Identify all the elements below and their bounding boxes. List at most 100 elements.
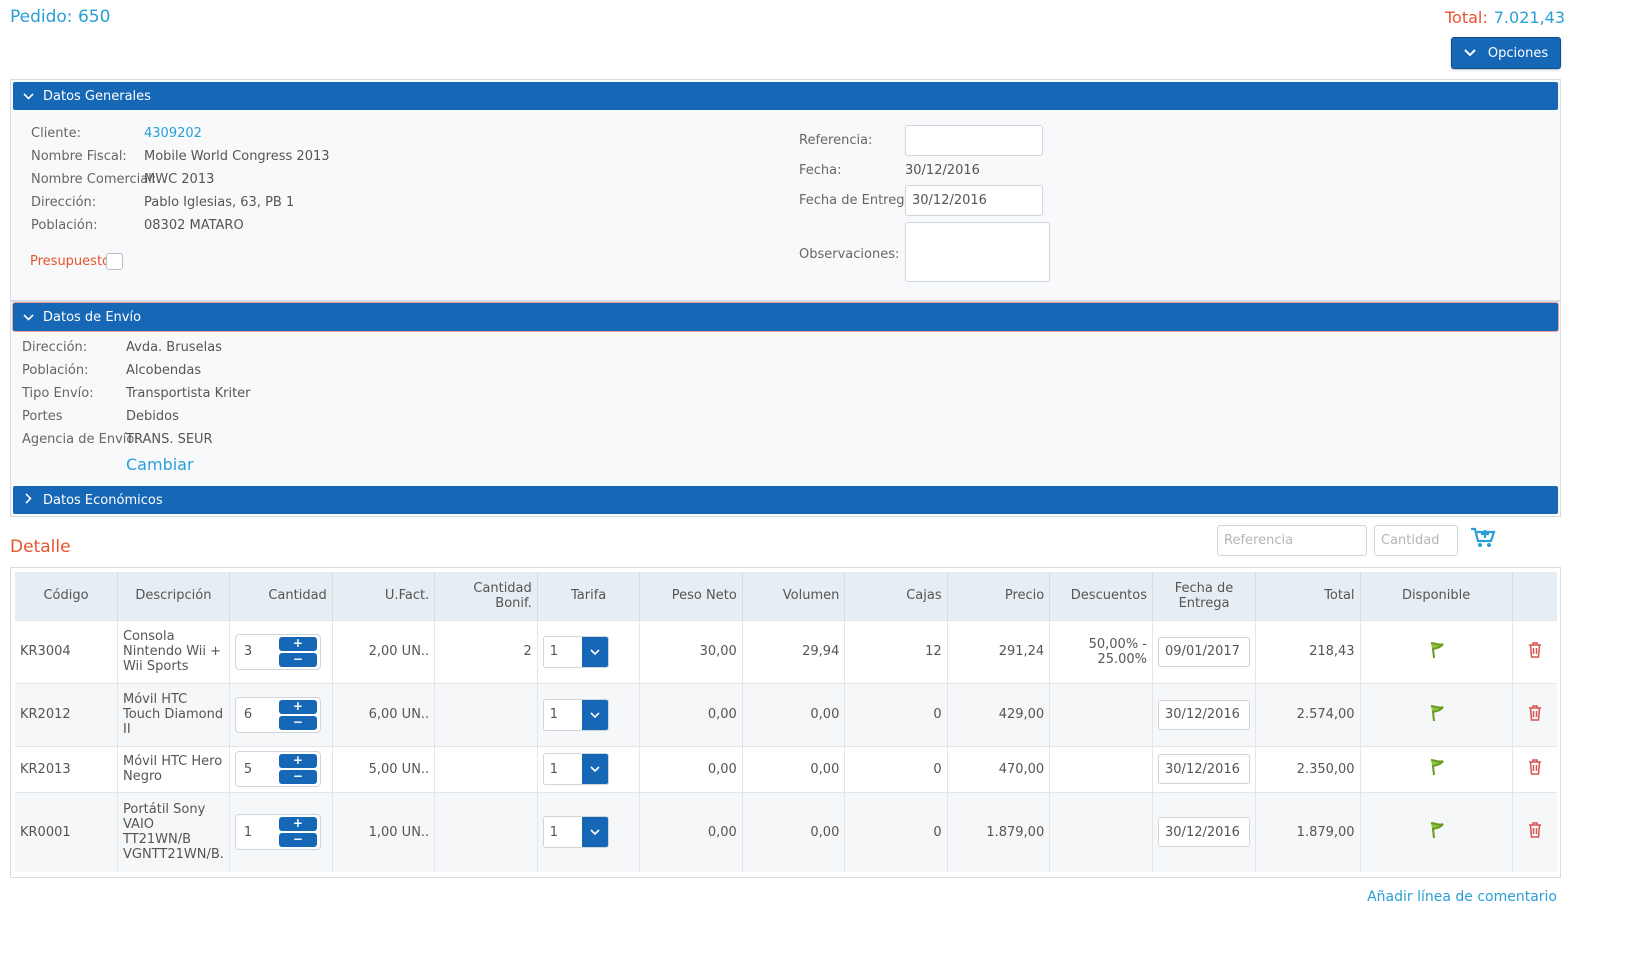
poblacion-label: Población: xyxy=(31,218,98,233)
envio-direccion-label: Dirección: xyxy=(22,340,88,355)
row-bonif xyxy=(434,791,538,872)
fecha-entrega-label: Fecha de Entrega: xyxy=(799,193,917,208)
tipo-envio-label: Tipo Envío: xyxy=(22,386,94,401)
options-button[interactable]: Opciones xyxy=(1451,37,1561,69)
referencia-input[interactable] xyxy=(905,125,1043,156)
datos-generales-header[interactable]: Datos Generales xyxy=(13,82,1558,110)
poblacion-value: 08302 MATARO xyxy=(144,218,244,233)
col-total[interactable]: Total xyxy=(1255,572,1361,620)
col-fecha-entrega[interactable]: Fecha de Entrega xyxy=(1152,572,1257,620)
tarifa-select[interactable]: 1 xyxy=(542,698,609,731)
increment-button[interactable]: + xyxy=(278,636,317,651)
decrement-button[interactable]: − xyxy=(278,770,317,784)
tarifa-select[interactable]: 1 xyxy=(542,753,609,785)
nombre-comercial-label: Nombre Comercial: xyxy=(31,172,157,187)
tarifa-select[interactable]: 1 xyxy=(542,816,609,849)
col-peso-neto[interactable]: Peso Neto xyxy=(639,572,743,620)
col-descuentos[interactable]: Descuentos xyxy=(1049,572,1154,620)
cliente-label: Cliente: xyxy=(31,126,82,141)
presupuesto-checkbox[interactable] xyxy=(106,253,123,270)
row-fecha-input[interactable]: 09/01/2017 xyxy=(1158,636,1251,667)
row-delete-cell xyxy=(1512,619,1557,683)
col-ufact[interactable]: U.Fact. xyxy=(332,572,436,620)
chevron-down-icon xyxy=(581,817,608,848)
agencia-envio-label: Agencia de Envío: xyxy=(22,432,139,447)
portes-value: Debidos xyxy=(126,409,179,424)
row-peso: 30,00 xyxy=(639,619,743,683)
row-precio: 291,24 xyxy=(947,619,1051,683)
datos-economicos-header[interactable]: Datos Económicos xyxy=(13,486,1558,514)
options-label: Opciones xyxy=(1487,45,1549,61)
row-codigo-link[interactable]: KR0001 xyxy=(15,791,118,872)
observaciones-textarea[interactable] xyxy=(905,222,1050,282)
row-delete-cell xyxy=(1512,745,1557,792)
row-volumen: 0,00 xyxy=(742,745,846,792)
trash-icon[interactable] xyxy=(1528,704,1542,725)
trash-icon[interactable] xyxy=(1528,641,1542,662)
increment-button[interactable]: + xyxy=(278,699,317,714)
quantity-value: 1 xyxy=(243,824,253,840)
total-label: Total: xyxy=(1444,8,1488,27)
col-descripcion[interactable]: Descripción xyxy=(117,572,230,620)
row-fecha-cell: 30/12/2016 xyxy=(1152,682,1257,746)
increment-button[interactable]: + xyxy=(278,754,317,768)
row-tarifa-cell: 1 xyxy=(537,791,641,872)
detalle-referencia-input[interactable]: Referencia xyxy=(1217,525,1367,556)
row-ufact: 2,00 UN.. xyxy=(332,619,436,683)
row-codigo-link[interactable]: KR2013 xyxy=(15,745,118,792)
cambiar-link[interactable]: Cambiar xyxy=(126,455,194,474)
trash-icon[interactable] xyxy=(1528,759,1542,779)
row-fecha-input[interactable]: 30/12/2016 xyxy=(1158,817,1251,848)
row-cajas: 12 xyxy=(844,619,948,683)
detalle-table-wrapper: Código Descripción Cantidad U.Fact. Cant… xyxy=(10,567,1561,878)
col-cantidad[interactable]: Cantidad xyxy=(229,572,333,620)
tarifa-select[interactable]: 1 xyxy=(542,635,609,668)
datos-generales-panel: Datos Generales xyxy=(10,79,1561,301)
quantity-stepper[interactable]: 3 + − xyxy=(234,633,321,670)
fecha-value: 30/12/2016 xyxy=(905,163,980,178)
quantity-stepper[interactable]: 1 + − xyxy=(234,814,321,851)
row-bonif: 2 xyxy=(434,619,538,683)
add-comment-link[interactable]: Añadir línea de comentario xyxy=(1367,889,1557,905)
increment-button[interactable]: + xyxy=(278,817,317,832)
row-tarifa-cell: 1 xyxy=(537,682,641,746)
table-row: KR0001 Portátil Sony VAIO TT21WN/B VGNTT… xyxy=(15,791,1557,872)
trash-icon[interactable] xyxy=(1528,822,1542,842)
col-cantidad-bonif[interactable]: Cantidad Bonif. xyxy=(434,572,538,620)
row-descuentos xyxy=(1049,791,1154,872)
row-total: 218,43 xyxy=(1255,619,1361,683)
tipo-envio-value: Transportista Kriter xyxy=(126,386,251,401)
add-to-cart-icon[interactable] xyxy=(1470,527,1496,553)
detalle-cantidad-input[interactable]: Cantidad xyxy=(1374,525,1458,556)
decrement-button[interactable]: − xyxy=(278,652,317,667)
col-precio[interactable]: Precio xyxy=(947,572,1051,620)
row-fecha-input[interactable]: 30/12/2016 xyxy=(1158,699,1251,730)
row-disponible-cell xyxy=(1360,682,1513,746)
row-tarifa-cell: 1 xyxy=(537,619,641,683)
row-cajas: 0 xyxy=(844,745,948,792)
decrement-button[interactable]: − xyxy=(278,715,317,730)
row-precio: 470,00 xyxy=(947,745,1051,792)
row-disponible-cell xyxy=(1360,745,1513,792)
col-tarifa[interactable]: Tarifa xyxy=(537,572,641,620)
col-codigo[interactable]: Código xyxy=(15,572,118,620)
col-actions xyxy=(1512,572,1557,620)
row-codigo-link[interactable]: KR2012 xyxy=(15,682,118,746)
envio-poblacion-label: Población: xyxy=(22,363,89,378)
row-codigo-link[interactable]: KR3004 xyxy=(15,619,118,683)
col-disponible[interactable]: Disponible xyxy=(1360,572,1513,620)
fecha-entrega-input[interactable]: 30/12/2016 xyxy=(905,185,1043,216)
quantity-stepper[interactable]: 5 + − xyxy=(234,751,321,787)
decrement-button[interactable]: − xyxy=(278,833,317,848)
row-fecha-cell: 09/01/2017 xyxy=(1152,619,1257,683)
col-volumen[interactable]: Volumen xyxy=(742,572,846,620)
row-ufact: 5,00 UN.. xyxy=(332,745,436,792)
chevron-right-icon xyxy=(13,493,43,507)
cliente-link[interactable]: 4309202 xyxy=(144,126,202,141)
col-cajas[interactable]: Cajas xyxy=(844,572,948,620)
datos-envio-header[interactable]: Datos de Envío xyxy=(13,303,1558,331)
referencia-label: Referencia: xyxy=(799,133,873,148)
chevron-down-icon xyxy=(13,310,43,324)
quantity-stepper[interactable]: 6 + − xyxy=(234,696,321,733)
row-fecha-input[interactable]: 30/12/2016 xyxy=(1158,754,1251,784)
